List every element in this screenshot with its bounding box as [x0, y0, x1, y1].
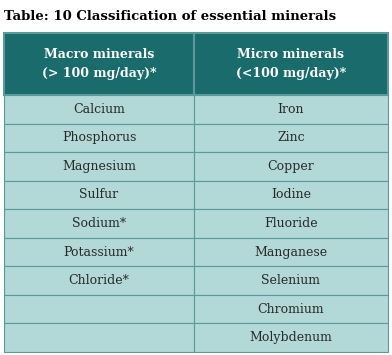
Bar	[194, 181, 388, 209]
Bar	[4, 295, 194, 323]
Bar	[194, 238, 388, 266]
Bar	[4, 238, 194, 266]
Bar	[194, 33, 388, 95]
Text: Manganese: Manganese	[254, 246, 328, 258]
Text: Molybdenum: Molybdenum	[250, 331, 332, 344]
Text: Chromium: Chromium	[258, 303, 324, 316]
Bar	[4, 33, 194, 95]
Text: Iodine: Iodine	[271, 189, 311, 201]
Text: Phosphorus: Phosphorus	[62, 131, 136, 144]
Text: Table: 10 Classification of essential minerals: Table: 10 Classification of essential mi…	[4, 10, 336, 22]
Bar	[4, 266, 194, 295]
Text: Potassium*: Potassium*	[64, 246, 134, 258]
Text: Fluoride: Fluoride	[264, 217, 318, 230]
Text: Sulfur: Sulfur	[80, 189, 118, 201]
Bar	[4, 323, 194, 352]
Bar	[4, 152, 194, 181]
Bar	[4, 124, 194, 152]
Bar	[4, 209, 194, 238]
Bar	[4, 181, 194, 209]
Bar	[194, 266, 388, 295]
Bar	[194, 295, 388, 323]
Text: Micro minerals
(<100 mg/day)*: Micro minerals (<100 mg/day)*	[236, 49, 346, 80]
Text: Sodium*: Sodium*	[72, 217, 126, 230]
Text: Chloride*: Chloride*	[69, 274, 129, 287]
Bar	[194, 152, 388, 181]
Text: Macro minerals
(> 100 mg/day)*: Macro minerals (> 100 mg/day)*	[42, 49, 156, 80]
Bar	[194, 95, 388, 124]
Text: Zinc: Zinc	[277, 131, 305, 144]
Text: Magnesium: Magnesium	[62, 160, 136, 173]
Text: Copper: Copper	[268, 160, 314, 173]
Bar	[194, 209, 388, 238]
Text: Calcium: Calcium	[73, 103, 125, 116]
Text: Iron: Iron	[278, 103, 304, 116]
Text: Selenium: Selenium	[261, 274, 321, 287]
Bar	[194, 323, 388, 352]
Bar	[4, 95, 194, 124]
Bar	[194, 124, 388, 152]
